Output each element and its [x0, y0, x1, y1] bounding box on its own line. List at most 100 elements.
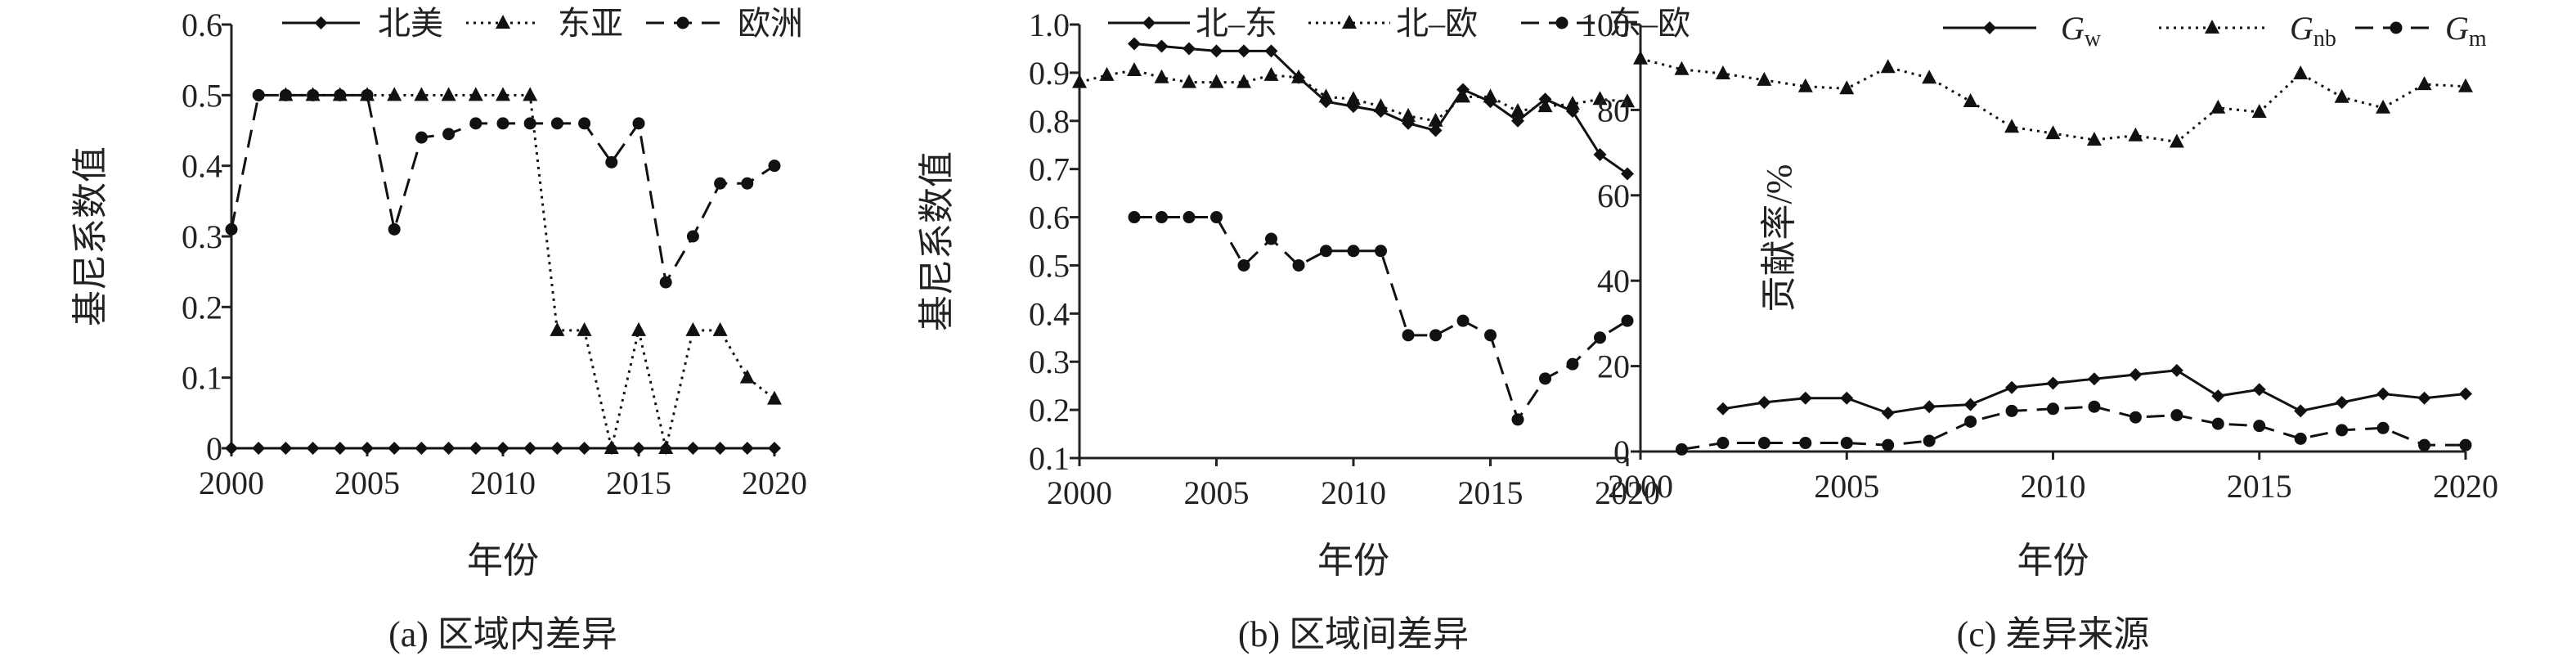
legend-marker [1983, 21, 1996, 34]
data-point [1484, 329, 1497, 342]
x-tick-label: 2000 [199, 465, 264, 501]
data-point [605, 155, 618, 168]
data-point [1155, 39, 1169, 53]
legend-label: 欧洲 [738, 5, 803, 42]
data-point [2293, 65, 2309, 80]
data-point [1565, 96, 1580, 110]
panel-caption: (c) 差异来源 [1957, 614, 2150, 654]
data-point [1210, 211, 1223, 224]
data-point [2418, 438, 2431, 452]
data-point [1621, 314, 1634, 327]
data-point [1511, 114, 1524, 128]
data-point [740, 442, 754, 455]
y-tick-label: 0.5 [1029, 247, 1070, 284]
data-point [2459, 438, 2472, 452]
y-tick-label: 20 [1597, 348, 1630, 385]
y-tick-label: 0.5 [182, 77, 222, 114]
data-point [550, 442, 564, 455]
data-point [1593, 148, 1607, 161]
data-point [1715, 65, 1730, 80]
legend-label: Gm [2445, 10, 2487, 52]
data-point [415, 442, 429, 455]
data-point [2376, 387, 2390, 401]
data-point [741, 177, 754, 190]
legend-marker [314, 16, 328, 29]
data-point [712, 321, 728, 336]
data-point [550, 117, 563, 130]
data-point [1963, 92, 1978, 107]
data-point [388, 222, 401, 236]
data-point [1182, 74, 1196, 88]
legend-item-2: Gnb [2159, 10, 2336, 52]
data-point [307, 88, 320, 101]
y-tick-label: 0 [1613, 434, 1630, 470]
series-1 [225, 442, 781, 455]
data-point [1291, 69, 1306, 83]
data-point [388, 442, 402, 455]
data-point [685, 321, 701, 336]
legend-marker [1142, 16, 1156, 29]
data-point [1237, 258, 1250, 272]
data-point [1209, 44, 1223, 58]
data-point [1236, 74, 1251, 88]
data-point [1128, 37, 1141, 51]
data-point [1621, 167, 1634, 181]
data-point [632, 117, 645, 130]
legend-marker [2205, 20, 2219, 34]
data-point [2294, 432, 2307, 445]
data-point [2417, 76, 2432, 91]
data-point [550, 321, 565, 336]
data-point [496, 87, 510, 101]
x-tick-label: 2015 [1458, 474, 1524, 511]
data-point [1127, 61, 1142, 76]
data-point [2005, 380, 2019, 394]
y-axis-label: 基尼系数值 [70, 146, 110, 326]
panel-caption: (b) 区域间差异 [1238, 614, 1469, 654]
data-point [1483, 88, 1498, 103]
data-point [1757, 437, 1770, 450]
data-point [1209, 74, 1224, 88]
legend-item-1: 北–东 [1108, 5, 1277, 42]
data-point [1429, 124, 1443, 137]
data-point [2004, 119, 2020, 133]
legend-label: 东–欧 [1609, 5, 1690, 42]
data-point [1537, 98, 1553, 113]
data-point [1401, 107, 1416, 122]
data-point [252, 442, 266, 455]
data-point [1347, 245, 1360, 258]
y-tick-label: 0.3 [1029, 344, 1070, 380]
legend-item-2: 东亚 [466, 5, 623, 42]
data-point [2335, 395, 2349, 409]
data-point [1128, 211, 1141, 224]
data-point [686, 442, 700, 455]
data-point [1566, 357, 1579, 371]
data-point [2294, 404, 2308, 418]
legend-label: 东亚 [558, 5, 623, 42]
data-point [2170, 363, 2183, 377]
data-point [1237, 44, 1250, 58]
data-point [361, 88, 374, 101]
panel-caption: (a) 区域内差异 [388, 614, 617, 654]
data-point [442, 128, 456, 141]
y-tick-label: 0.1 [182, 360, 222, 397]
data-point [1757, 395, 1771, 409]
data-point [1263, 66, 1279, 81]
data-point [577, 442, 591, 455]
x-tick-label: 2020 [742, 465, 807, 501]
data-point [1375, 245, 1387, 258]
x-tick-label: 2000 [1608, 468, 1673, 505]
data-point [1156, 211, 1168, 224]
x-axis-label: 年份 [1317, 541, 1389, 581]
data-point [1373, 98, 1389, 113]
y-tick-label: 0.3 [182, 218, 222, 255]
data-point [523, 442, 537, 455]
y-tick-label: 0.8 [1029, 103, 1070, 140]
data-point [469, 117, 482, 130]
data-point [604, 440, 619, 454]
data-point [658, 440, 674, 454]
data-point [414, 87, 429, 101]
x-tick-label: 2005 [1814, 468, 1879, 505]
data-point [1099, 66, 1115, 81]
data-point [2047, 402, 2059, 416]
data-point [2128, 127, 2143, 142]
